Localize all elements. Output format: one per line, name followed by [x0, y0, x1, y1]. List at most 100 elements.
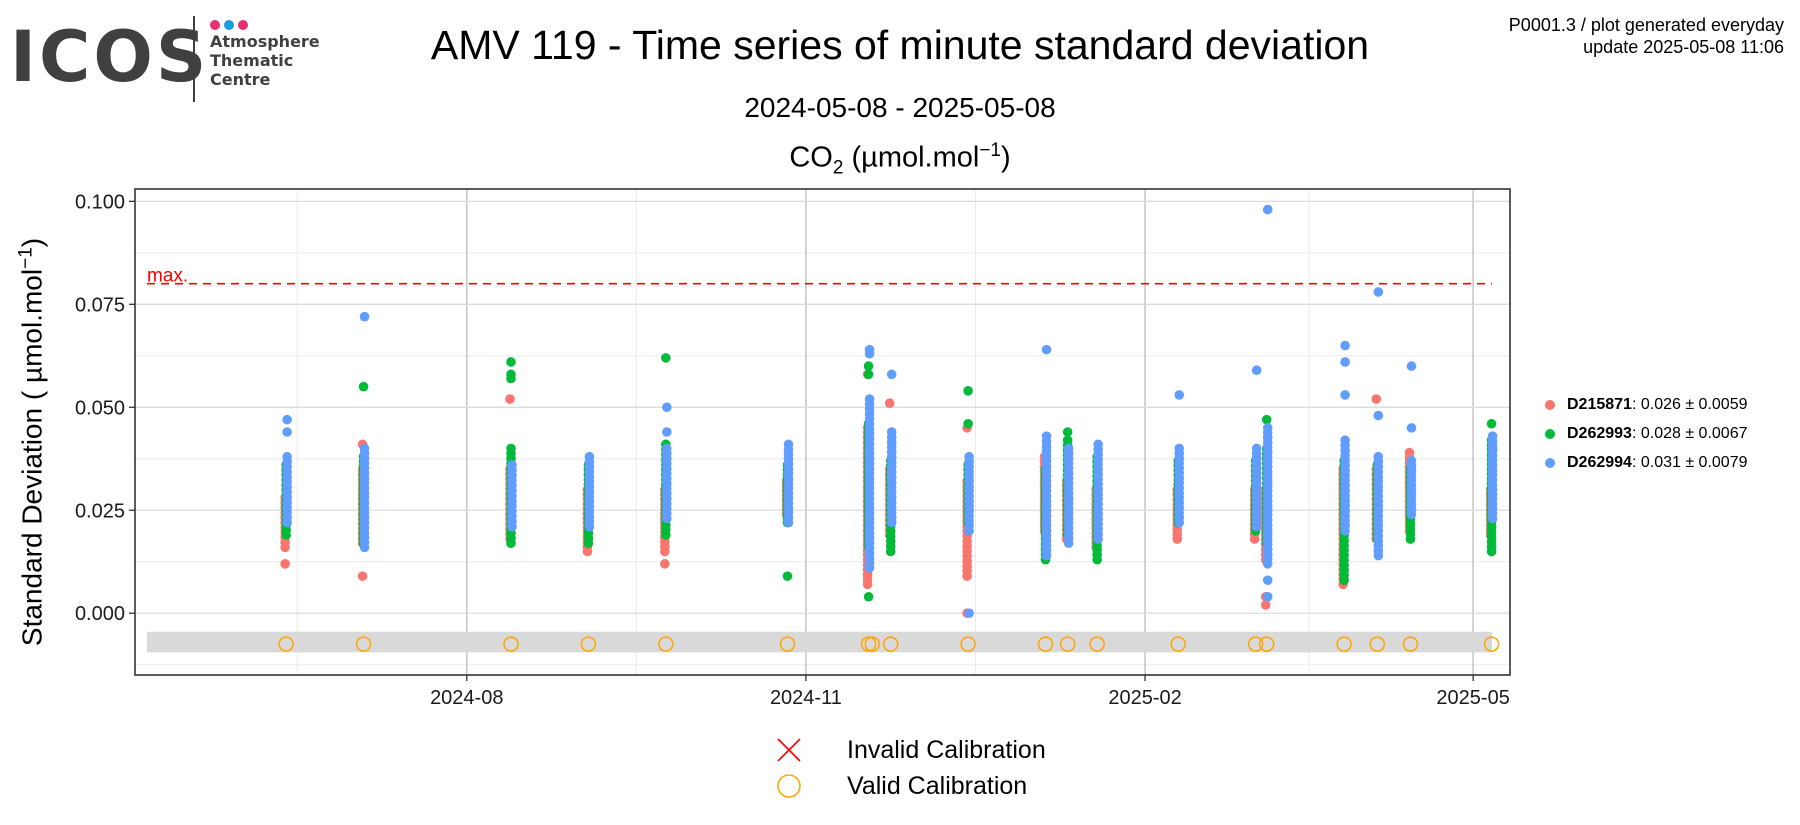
- logo-line-3: Centre: [210, 70, 271, 89]
- data-point-d262994: [1041, 344, 1052, 355]
- data-point-d262994: [886, 427, 897, 437]
- plot-border: [134, 188, 1511, 676]
- data-point-d215871: [505, 394, 515, 404]
- calibration-legend-label: Invalid Calibration: [847, 735, 1046, 764]
- x-tick-label: 2025-05: [1436, 687, 1509, 709]
- data-point-d262993: [963, 418, 973, 429]
- valid-calibration-marker: [1369, 636, 1386, 652]
- data-point-d262993: [863, 361, 874, 371]
- data-point-d262993: [506, 373, 516, 384]
- data-point-d262994: [662, 402, 672, 413]
- legend-series-id: D262994: [1567, 453, 1632, 471]
- valid-calibration-marker: [1402, 636, 1419, 652]
- data-point-d215871: [1404, 447, 1415, 458]
- data-point-d262994: [964, 451, 974, 462]
- y-tick-label: 0.100: [75, 191, 125, 213]
- tick-layer: 0.000 0.025 0.050 0.075 0.100 2024-08 2024-11 2…: [75, 191, 1510, 709]
- data-point-d262994: [783, 439, 794, 450]
- legend-series-id: D215871: [1567, 395, 1632, 413]
- data-point-d262994: [1174, 443, 1185, 454]
- data-point-d215871: [1371, 394, 1382, 404]
- data-point-d262994: [662, 427, 672, 437]
- grid-layer: [135, 189, 1510, 675]
- logo-subtitle: Atmosphere Thematic Centre: [210, 32, 320, 89]
- logo-dot: [238, 20, 248, 30]
- data-point-d262994: [282, 414, 292, 425]
- legend-entry-d262994: D262994: 0.031 ± 0.0079: [1540, 448, 1748, 477]
- y-tick-label: 0.050: [75, 397, 125, 419]
- data-point-d215871: [1260, 600, 1271, 610]
- subtitle-close: ): [1001, 141, 1011, 174]
- data-point-d215871: [660, 558, 670, 569]
- legend-dot: [1545, 457, 1555, 468]
- legend-series-stat: : 0.031 ± 0.0079: [1631, 453, 1748, 471]
- plot-frame-layer: [134, 188, 1511, 676]
- y-tick-label: 0.075: [75, 294, 125, 316]
- data-point-d262994: [282, 451, 292, 462]
- valid-calibration-marker: [580, 636, 597, 652]
- subtitle-exponent: −1: [979, 140, 1001, 161]
- logo-line-1: Atmosphere: [210, 32, 320, 51]
- max-threshold-label: max.: [147, 266, 188, 287]
- data-point-d262993: [506, 357, 516, 367]
- data-point-d262993: [1062, 427, 1073, 437]
- valid-calibration-marker: [1247, 636, 1264, 652]
- data-point-d262994: [1340, 435, 1350, 446]
- valid-circle-icon: [777, 774, 801, 798]
- logo-dot: [210, 20, 220, 30]
- plot-metadata: P0001.3 / plot generated everyday update…: [1509, 14, 1784, 58]
- legend-series-stat: : 0.028 ± 0.0067: [1631, 424, 1748, 442]
- valid-calibration-marker: [882, 636, 899, 652]
- data-point-d262993: [506, 443, 516, 454]
- data-point-d262993: [1261, 414, 1272, 425]
- legend-dot: [1545, 428, 1555, 439]
- data-point-d262994: [1251, 443, 1262, 454]
- valid-calibration-marker: [864, 636, 881, 652]
- calibration-band-layer: [147, 631, 1492, 653]
- y-tick-label: 0.000: [75, 603, 125, 625]
- data-point-d262994: [1487, 431, 1498, 441]
- valid-calibration-marker: [860, 636, 877, 652]
- data-point-d262994: [1262, 204, 1273, 215]
- y-tick-label: 0.025: [75, 500, 125, 522]
- valid-calibration-marker: [658, 636, 674, 652]
- logo-divider: [193, 16, 195, 102]
- data-point-d262994: [507, 460, 517, 470]
- data-point-d262994: [1262, 591, 1273, 602]
- data-point-d262994: [1251, 365, 1262, 376]
- cross-stroke: [777, 738, 801, 762]
- points-layer: [280, 204, 1498, 619]
- data-point-d262993: [1062, 435, 1073, 446]
- data-point-d262994: [359, 443, 370, 454]
- data-point-d262994: [1174, 390, 1185, 400]
- calibration-legend-label: Valid Calibration: [847, 771, 1028, 800]
- data-point-d262993: [863, 591, 874, 602]
- calibration-marker-layer: [278, 636, 1500, 652]
- valid-calibration-marker: [1170, 636, 1186, 652]
- data-point-d262994: [864, 394, 875, 404]
- data-point-d215871: [884, 398, 895, 408]
- valid-calibration-marker: [1258, 636, 1275, 652]
- data-point-d262994: [359, 311, 370, 322]
- data-point-d262994: [1373, 410, 1384, 421]
- data-point-d262993: [661, 353, 671, 363]
- data-point-d262993: [1486, 418, 1497, 429]
- logo-dot: [224, 20, 234, 30]
- data-point-d262994: [1340, 340, 1350, 351]
- logo-line-2: Thematic: [210, 51, 294, 70]
- data-point-d215871: [357, 571, 368, 581]
- logo-wordmark: ICOS: [10, 16, 210, 98]
- data-point-d262994: [1093, 439, 1103, 450]
- data-point-d262993: [358, 381, 369, 392]
- data-point-d262994: [282, 427, 292, 437]
- subtitle-species: CO: [789, 141, 833, 174]
- valid-calibration-marker: [278, 636, 294, 652]
- data-point-d262993: [782, 571, 793, 581]
- circle-stroke: [777, 774, 801, 798]
- valid-calibration-marker: [1059, 636, 1076, 652]
- data-point-d262994: [1063, 443, 1074, 454]
- data-point-d262994: [964, 608, 974, 619]
- data-point-d262994: [1340, 390, 1350, 400]
- data-point-d262994: [1262, 575, 1273, 586]
- x-tick-label: 2024-08: [430, 687, 503, 709]
